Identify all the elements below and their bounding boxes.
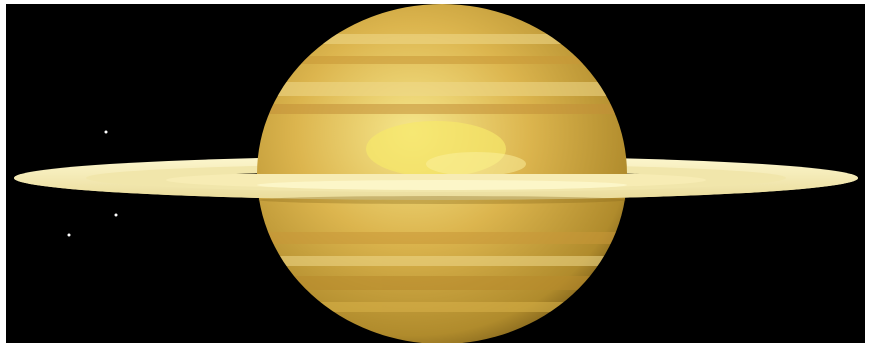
- ring-shadow-on-planet: [258, 196, 626, 204]
- stars: [67, 130, 118, 237]
- star: [114, 213, 118, 217]
- star: [104, 130, 108, 134]
- planet: [257, 4, 627, 343]
- star: [67, 233, 71, 237]
- saturn-scene: [14, 4, 858, 343]
- ring-front: [14, 174, 858, 200]
- image-frame: [6, 4, 865, 343]
